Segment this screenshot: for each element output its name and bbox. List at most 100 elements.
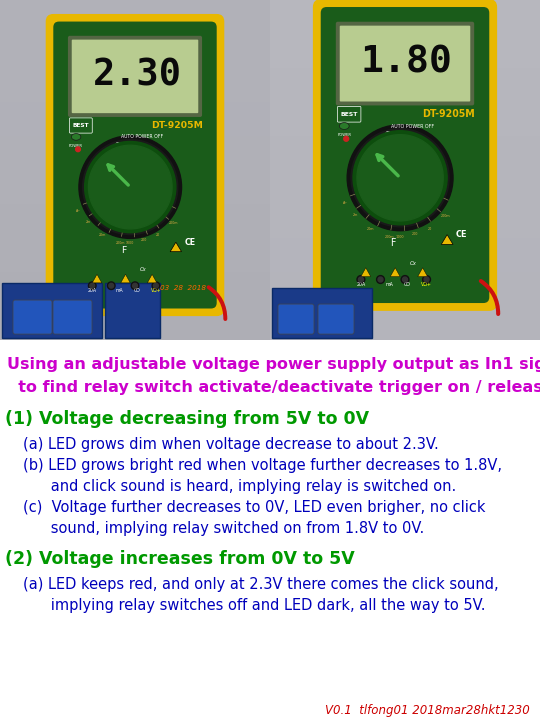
Circle shape <box>357 276 365 284</box>
FancyBboxPatch shape <box>68 36 202 117</box>
Text: 20m: 20m <box>99 233 106 238</box>
Bar <box>272 288 372 338</box>
Bar <box>0 0 270 340</box>
Text: (b) LED grows bright red when voltage further decreases to 1.8V,: (b) LED grows bright red when voltage fu… <box>23 458 502 473</box>
Text: F: F <box>121 246 126 255</box>
Circle shape <box>153 283 158 288</box>
Bar <box>270 272 540 306</box>
Text: sound, implying relay switched on from 1.8V to 0V.: sound, implying relay switched on from 1… <box>23 521 424 536</box>
Circle shape <box>76 147 80 152</box>
Text: 2m: 2m <box>353 213 359 217</box>
Polygon shape <box>147 274 157 283</box>
Polygon shape <box>92 274 102 283</box>
FancyBboxPatch shape <box>53 300 92 334</box>
Circle shape <box>89 282 96 290</box>
Text: 20A: 20A <box>87 288 97 293</box>
Text: mA: mA <box>116 288 124 293</box>
Bar <box>270 0 540 340</box>
Bar <box>2 283 102 338</box>
FancyBboxPatch shape <box>321 7 489 303</box>
Bar <box>270 102 540 136</box>
Circle shape <box>353 131 447 225</box>
Circle shape <box>347 125 453 231</box>
Text: 20A: 20A <box>356 282 366 287</box>
Circle shape <box>344 136 349 142</box>
Circle shape <box>401 276 409 284</box>
Text: Cx: Cx <box>140 267 146 272</box>
Text: 20: 20 <box>156 233 160 238</box>
Text: CO: CO <box>403 282 410 287</box>
FancyBboxPatch shape <box>318 304 354 334</box>
Circle shape <box>424 277 429 282</box>
Text: CO: CO <box>133 288 140 293</box>
Polygon shape <box>121 274 130 283</box>
Circle shape <box>376 276 384 284</box>
Circle shape <box>107 282 115 290</box>
Bar <box>270 170 540 204</box>
Text: 200m: 200m <box>169 222 178 225</box>
Text: (a) LED keeps red, and only at 2.3V there comes the click sound,: (a) LED keeps red, and only at 2.3V ther… <box>23 577 499 592</box>
Text: BEST: BEST <box>72 123 89 128</box>
Text: and click sound is heard, implying relay is switched on.: and click sound is heard, implying relay… <box>23 479 457 494</box>
Bar <box>270 68 540 102</box>
Text: DT-9205M: DT-9205M <box>422 109 475 119</box>
Circle shape <box>133 283 137 288</box>
Text: BEST: BEST <box>340 112 358 117</box>
Polygon shape <box>418 268 428 277</box>
Text: 03  28  2018: 03 28 2018 <box>160 285 206 292</box>
Text: Ω: Ω <box>384 131 390 140</box>
Text: 200m: 200m <box>385 235 395 239</box>
Text: 200: 200 <box>141 238 147 242</box>
Bar <box>0 306 270 340</box>
Bar <box>0 102 270 136</box>
Circle shape <box>402 277 408 282</box>
FancyBboxPatch shape <box>70 118 92 133</box>
Bar <box>0 0 270 34</box>
Bar <box>0 272 270 306</box>
FancyBboxPatch shape <box>72 40 198 113</box>
Text: VΩ+: VΩ+ <box>421 282 432 287</box>
Text: V0.1  tlfong01 2018mar28hkt1230: V0.1 tlfong01 2018mar28hkt1230 <box>325 704 530 717</box>
Bar <box>105 283 160 338</box>
Text: 20: 20 <box>427 227 431 231</box>
Bar <box>0 68 270 102</box>
Text: mA: mA <box>386 282 393 287</box>
FancyBboxPatch shape <box>278 304 314 334</box>
Text: (c)  Voltage further decreases to 0V, LED even brigher, no click: (c) Voltage further decreases to 0V, LED… <box>23 500 486 515</box>
Polygon shape <box>441 235 453 245</box>
Polygon shape <box>390 268 400 277</box>
Text: 1000: 1000 <box>126 240 134 245</box>
FancyBboxPatch shape <box>13 300 52 334</box>
Bar <box>270 136 540 170</box>
Bar <box>0 34 270 68</box>
Polygon shape <box>170 242 181 252</box>
Circle shape <box>109 283 113 288</box>
Text: to find relay switch activate/deactivate trigger on / release off points.: to find relay switch activate/deactivate… <box>8 380 540 395</box>
Circle shape <box>89 145 172 229</box>
Text: Cx: Cx <box>410 261 417 266</box>
Text: CE: CE <box>456 230 468 239</box>
Circle shape <box>351 129 449 227</box>
FancyBboxPatch shape <box>313 0 497 311</box>
Bar <box>270 238 540 272</box>
Circle shape <box>131 282 139 290</box>
Text: POWER: POWER <box>69 144 83 147</box>
Bar <box>270 306 540 340</box>
Circle shape <box>152 282 160 290</box>
Bar <box>0 204 270 238</box>
Circle shape <box>357 134 443 221</box>
Text: (1) Voltage decreasing from 5V to 0V: (1) Voltage decreasing from 5V to 0V <box>5 410 369 428</box>
Text: 20m: 20m <box>367 227 374 231</box>
Text: F: F <box>390 238 396 248</box>
Bar <box>0 238 270 272</box>
Bar <box>0 136 270 170</box>
Bar <box>270 34 540 68</box>
Text: POWER: POWER <box>338 133 351 137</box>
Circle shape <box>83 139 178 235</box>
Circle shape <box>423 276 430 284</box>
Ellipse shape <box>71 134 81 140</box>
Text: CE: CE <box>185 238 195 247</box>
FancyBboxPatch shape <box>53 22 217 308</box>
Bar <box>270 0 540 34</box>
Circle shape <box>79 136 181 238</box>
